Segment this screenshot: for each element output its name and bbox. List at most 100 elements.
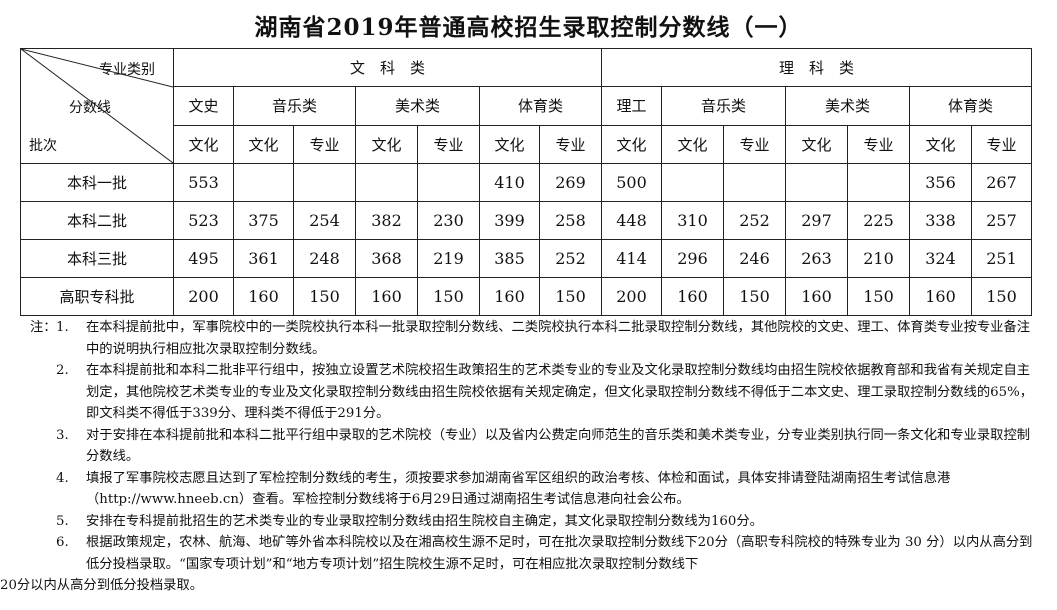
- column-header: 专业: [417, 124, 480, 165]
- score-cell: 150: [417, 277, 480, 316]
- score-cell: [417, 163, 480, 202]
- score-cell: 500: [601, 163, 662, 202]
- note-tail: 20分以内从高分到低分投档录取。: [0, 578, 204, 593]
- score-cell: 382: [355, 201, 418, 240]
- row-label: 本科一批: [20, 163, 174, 202]
- note-text: 对于安排在本科提前批和本科二批平行组中录取的艺术院校（专业）以及省内公费定向师范…: [86, 427, 1031, 465]
- column-header: 专业: [539, 124, 602, 165]
- score-cell: 160: [785, 277, 848, 316]
- score-cell: 160: [355, 277, 418, 316]
- note-number: 5.: [56, 513, 69, 529]
- score-cell: [355, 163, 418, 202]
- row-label: 高职专科批: [20, 277, 174, 316]
- note-text: 根据政策规定，农林、航海、地矿等外省本科院校以及在湘高校生源不足时，可在批次录取…: [86, 535, 1033, 572]
- row-label: 本科二批: [20, 201, 174, 240]
- corner-middle-label: 分数线: [69, 100, 111, 116]
- score-cell: 361: [233, 239, 294, 278]
- column-header: 文化: [479, 124, 540, 165]
- score-cell: 267: [971, 163, 1032, 202]
- score-cell: 252: [539, 239, 602, 278]
- subgroup-header: 美术类: [355, 86, 480, 126]
- subgroup-header: 体育类: [909, 86, 1032, 126]
- row-label: 本科三批: [20, 239, 174, 278]
- score-cell: 219: [417, 239, 480, 278]
- corner-top-label: 专业类别: [99, 62, 155, 78]
- score-cell: 150: [847, 277, 910, 316]
- diagonal-lines: [21, 49, 173, 163]
- score-cell: 410: [479, 163, 540, 202]
- column-header: 专业: [847, 124, 910, 165]
- score-cell: 263: [785, 239, 848, 278]
- score-cell: [723, 163, 786, 202]
- corner-header: 专业类别 分数线 批次: [20, 48, 174, 164]
- table-row: 本科一批 553 410 269 500 356 267: [20, 163, 1032, 202]
- column-header: 文化: [601, 124, 662, 165]
- notes: 注： 1. 在本科提前批中，军事院校中的一类院校执行本科一批录取控制分数线、二类院校…: [0, 317, 1040, 597]
- column-header: 专业: [723, 124, 786, 165]
- note-number: 2.: [56, 363, 69, 378]
- score-cell: 160: [233, 277, 294, 316]
- score-cell: 248: [293, 239, 356, 278]
- score-cell: 553: [173, 163, 234, 202]
- score-cell: 150: [723, 277, 786, 316]
- score-cell: 338: [909, 201, 972, 240]
- table-row: 本科三批 495 361 248 368 219 385 252 414 296 246 263 210…: [20, 239, 1032, 278]
- corner-bottom-label: 批次: [29, 138, 57, 154]
- score-cell: 297: [785, 201, 848, 240]
- score-cell: 523: [173, 201, 234, 240]
- score-cell: [233, 163, 294, 202]
- group-header-li: 理 科 类: [601, 47, 1032, 88]
- score-cell: 310: [661, 201, 724, 240]
- note-item: 5. 安排在专科提前批招生的艺术类专业的专业录取控制分数线由招生院校自主确定，其文…: [30, 511, 1040, 533]
- score-cell: 254: [293, 201, 356, 240]
- note-item: 3. 对于安排在本科提前批和本科二批平行组中录取的艺术院校（专业）以及省内公费定向…: [30, 425, 1040, 468]
- column-header: 文化: [355, 124, 418, 165]
- note-item: 2. 在本科提前批和本科二批非平行组中，按独立设置艺术院校招生政策招生的艺术类专业…: [30, 360, 1040, 425]
- table-row: 高职专科批 200 160 150 160 150 160 150 200 160 150 160 15…: [20, 277, 1032, 316]
- subgroup-header: 音乐类: [661, 86, 786, 126]
- note-item: 注： 1. 在本科提前批中，军事院校中的一类院校执行本科一批录取控制分数线、二类院校…: [30, 317, 1040, 360]
- score-cell: [661, 163, 724, 202]
- score-cell: 150: [293, 277, 356, 316]
- score-cell: 324: [909, 239, 972, 278]
- note-number: 3.: [56, 427, 69, 443]
- score-cell: 246: [723, 239, 786, 278]
- note-number: 4.: [56, 470, 69, 486]
- note-number: 1.: [56, 320, 69, 335]
- score-cell: 385: [479, 239, 540, 278]
- table-row: 本科二批 523 375 254 382 230 399 258 448 310 252 297 225…: [20, 201, 1032, 240]
- score-cell: 296: [661, 239, 724, 278]
- column-header: 文化: [909, 124, 972, 165]
- score-cell: 375: [233, 201, 294, 240]
- score-cell: [847, 163, 910, 202]
- note-text: 在本科提前批和本科二批非平行组中，按独立设置艺术院校招生政策招生的艺术类专业的专…: [86, 363, 1034, 421]
- score-table: 专业类别 分数线 批次 文 科 类 理 科 类 文史 音乐类 美术类 体育类 理工 音乐类…: [20, 47, 1032, 316]
- page-title: 湖南省2019年普通高校招生录取控制分数线（一）: [254, 14, 803, 41]
- score-cell: 252: [723, 201, 786, 240]
- score-cell: 225: [847, 201, 910, 240]
- score-cell: 160: [479, 277, 540, 316]
- column-header: 专业: [971, 124, 1032, 165]
- column-header: 文化: [173, 124, 234, 165]
- column-header: 专业: [293, 124, 356, 165]
- score-cell: [293, 163, 356, 202]
- note-text: 在本科提前批中，军事院校中的一类院校执行本科一批录取控制分数线、二类院校执行本科…: [86, 320, 1031, 357]
- note-item: 4. 填报了军事院校志愿且达到了军检控制分数线的考生，须按要求参加湖南省军区组织的…: [30, 468, 1040, 511]
- score-cell: 399: [479, 201, 540, 240]
- column-header: 文化: [233, 124, 294, 165]
- column-header: 文化: [661, 124, 724, 165]
- note-text: 填报了军事院校志愿且达到了军检控制分数线的考生，须按要求参加湖南省军区组织的政治…: [86, 470, 951, 508]
- score-cell: 150: [971, 277, 1032, 316]
- score-cell: 150: [539, 277, 602, 316]
- score-cell: [785, 163, 848, 202]
- score-cell: 200: [601, 277, 662, 316]
- subgroup-header: 理工: [601, 86, 662, 126]
- note-text: 安排在专科提前批招生的艺术类专业的专业录取控制分数线由招生院校自主确定，其文化录…: [86, 513, 763, 529]
- score-cell: 258: [539, 201, 602, 240]
- score-cell: 160: [661, 277, 724, 316]
- score-cell: 448: [601, 201, 662, 240]
- subgroup-header: 体育类: [479, 86, 602, 126]
- subgroup-header: 美术类: [785, 86, 910, 126]
- note-item: 6. 根据政策规定，农林、航海、地矿等外省本科院校以及在湘高校生源不足时，可在批次…: [30, 532, 1040, 575]
- notes-prefix: 注：: [30, 320, 57, 335]
